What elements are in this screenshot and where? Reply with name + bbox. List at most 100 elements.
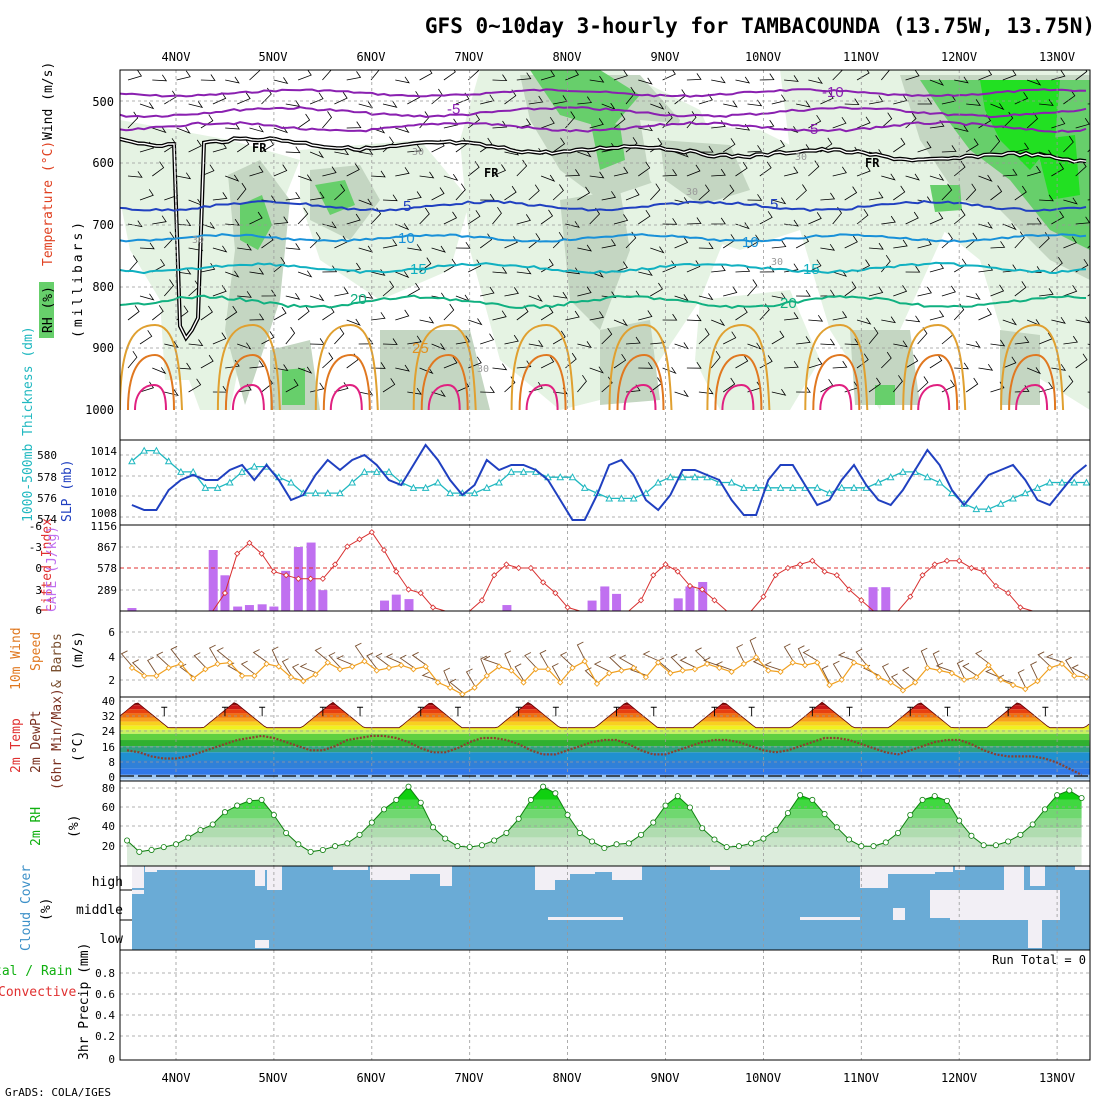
li-tick: 3	[35, 584, 42, 597]
wind-barb	[1075, 70, 1088, 81]
thickness-point	[201, 483, 210, 491]
wind-barb	[334, 382, 349, 393]
lifted-index-point	[356, 536, 363, 543]
wind-barb	[421, 671, 439, 681]
thickness-point	[470, 489, 479, 497]
rh-point	[332, 843, 339, 850]
wind-barb	[346, 318, 361, 326]
wind-barb	[674, 197, 690, 204]
wind-barb	[504, 236, 518, 249]
freezing-line-inner	[120, 137, 1087, 340]
wind-barb	[577, 286, 592, 297]
isotherm-label: -5	[447, 101, 460, 118]
wind-barb	[613, 319, 628, 327]
rh-point	[429, 824, 436, 831]
wind-barb	[711, 217, 726, 225]
rh-point	[638, 831, 645, 838]
thickness-point	[776, 483, 785, 491]
wind-barb	[322, 166, 337, 177]
lifted-index-point	[674, 568, 681, 575]
wind-barb	[855, 648, 867, 665]
wind-barb	[953, 208, 966, 225]
wind-barb	[662, 169, 678, 177]
temperature-tick: 16	[102, 741, 115, 754]
lifted-index-point	[344, 543, 351, 550]
isotherm-minus10	[120, 88, 1087, 98]
wind-barb	[271, 646, 280, 665]
wind-barb	[540, 116, 555, 129]
rh-line	[124, 783, 1085, 855]
wind-barb	[844, 98, 860, 106]
wind-barb	[540, 209, 554, 225]
cloud-axis-label: (%)	[39, 898, 54, 921]
temperature-minmax-markers	[161, 706, 1049, 717]
thickness-point	[642, 489, 650, 497]
isotherm-30-loop	[224, 353, 273, 411]
wind-barb	[273, 77, 289, 85]
isotherm-35-loop	[819, 383, 853, 411]
wind-barb	[1051, 210, 1065, 225]
cloud-gap	[570, 866, 595, 874]
wind-speed-point	[1009, 681, 1017, 689]
thickness-point	[409, 483, 418, 491]
wind-barb	[662, 366, 677, 375]
cape-bar	[404, 599, 414, 611]
rh-point	[209, 821, 216, 828]
top-date-label: 7NOV	[455, 50, 484, 64]
wind-barb	[784, 312, 799, 321]
rh-tick: 80	[102, 782, 115, 795]
wind-barb	[163, 279, 175, 297]
wind-axis-label: (m/s)	[71, 631, 86, 670]
wind-barb	[431, 245, 446, 253]
wind-barb	[200, 74, 216, 81]
cloud-gaps	[132, 866, 1090, 950]
wind-barb	[147, 656, 157, 675]
lifted-index-point	[760, 593, 767, 600]
wind-speed-point	[312, 671, 319, 678]
wind-speed-point	[459, 691, 466, 698]
wind-barb	[796, 100, 811, 108]
wind-axis-label: Speed	[29, 632, 44, 671]
temperature-minmax-marker	[613, 706, 620, 717]
wind-barb	[577, 341, 592, 349]
wind-speed-point	[875, 674, 882, 681]
wind-barb	[468, 259, 482, 273]
wind-barb	[240, 660, 255, 675]
wind-barb	[164, 90, 177, 105]
cloud-gap	[1030, 866, 1045, 886]
wind-barb	[455, 183, 466, 201]
wind-barb	[686, 164, 701, 177]
wind-barb	[820, 243, 836, 251]
wind-speed-point	[912, 679, 919, 686]
wind-barb	[929, 78, 945, 86]
wind-barb	[929, 354, 943, 369]
wind-barb	[504, 334, 519, 345]
wind-barb	[139, 102, 155, 110]
temperature-band	[120, 740, 1090, 747]
wind-barb	[322, 352, 334, 369]
wind-barb	[1037, 651, 1051, 667]
wind-barb	[711, 264, 726, 273]
wind-barb	[941, 145, 957, 153]
thickness-point	[568, 473, 577, 481]
wind-barb	[1039, 288, 1054, 297]
cloud-gap	[1028, 920, 1042, 948]
precip-panel: Run Total = 0 0.8 0.6 0.4 0.2 0 tal / Ra…	[0, 943, 1091, 1066]
wind-barb	[808, 114, 822, 129]
wind-barb	[188, 378, 202, 393]
wind-barb	[759, 73, 775, 81]
top-date-label: 9NOV	[651, 50, 680, 64]
rh-region	[875, 385, 895, 405]
rh-region	[695, 290, 820, 410]
wind-speed-point	[752, 654, 760, 661]
wind-barb	[711, 319, 726, 327]
top-date-label: 6NOV	[357, 50, 386, 64]
cloud-gap	[612, 866, 642, 880]
lifted-index-point	[515, 564, 522, 572]
temperature-minmax-marker	[846, 706, 853, 717]
wind-barb	[892, 375, 903, 393]
wind-barb	[249, 125, 264, 133]
thickness-point	[666, 473, 675, 481]
wind-barb	[601, 327, 613, 345]
